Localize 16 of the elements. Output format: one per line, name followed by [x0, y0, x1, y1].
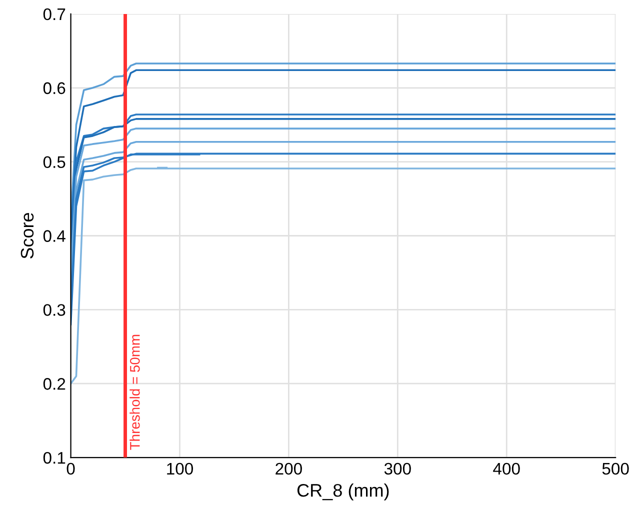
x-tick-label: 300 [384, 462, 411, 475]
y-axis-title: Score [20, 212, 34, 259]
x-tick-label: 0 [66, 462, 75, 475]
y-tick-label: 0.7 [43, 8, 66, 20]
ref-line-label: Threshold = 50mm [130, 334, 140, 450]
y-tick-label: 0.1 [43, 452, 66, 464]
y-tick-label: 0.6 [43, 82, 66, 94]
y-tick-label: 0.4 [43, 230, 66, 242]
y-tick-label: 0.3 [43, 304, 66, 316]
x-tick-label: 100 [167, 462, 193, 475]
y-tick-label: 0.2 [43, 378, 66, 390]
x-tick-label: 400 [493, 462, 520, 475]
x-axis-title: CR_8 (mm) [297, 484, 389, 500]
y-tick-label: 0.5 [43, 156, 66, 168]
x-tick-label: 200 [276, 462, 302, 475]
x-tick-label: 500 [602, 462, 629, 475]
